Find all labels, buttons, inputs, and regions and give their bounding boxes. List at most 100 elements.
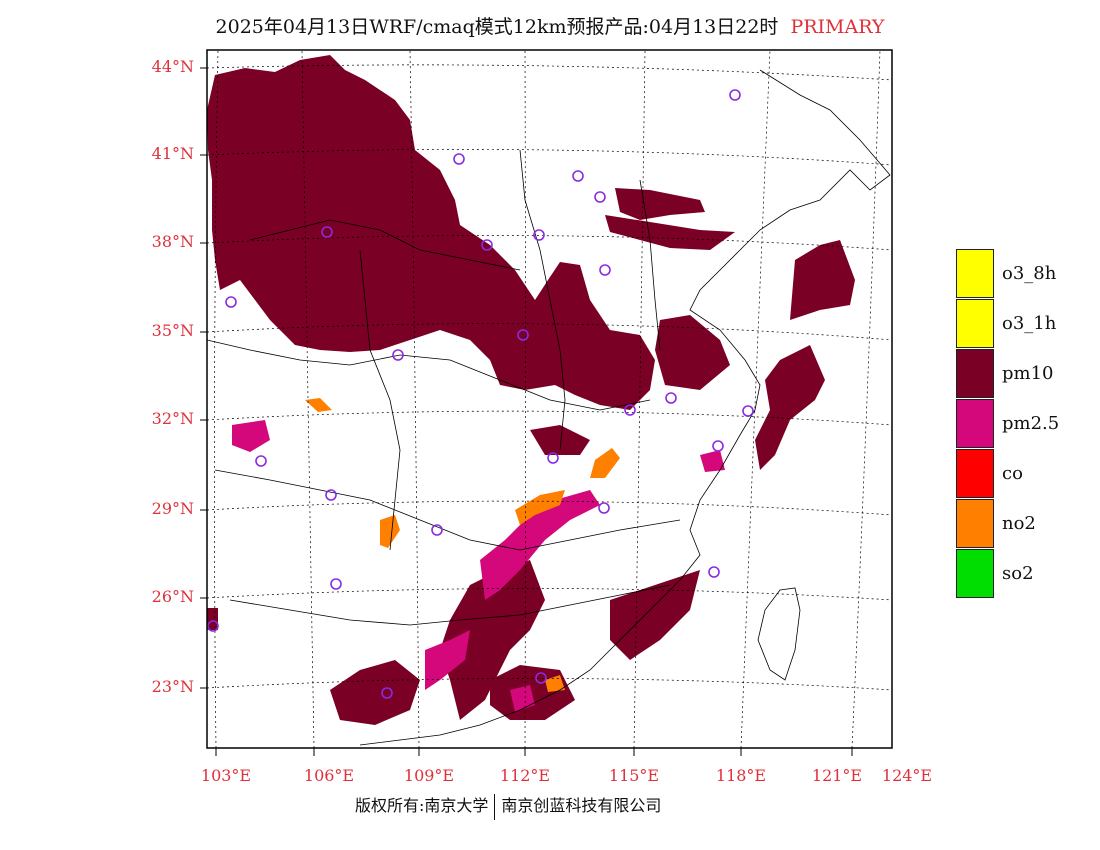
- legend: o3_8h o3_1h pm10 pm2.5 co no2 so2: [956, 249, 1096, 599]
- lat-label-44n: 44°N: [151, 57, 194, 76]
- title-text: 2025年04月13日WRF/cmaq模式12km预报产品:04月13日22时: [215, 16, 779, 38]
- legend-item-co: co: [956, 449, 1096, 499]
- lat-label-23n: 23°N: [151, 677, 194, 696]
- pm10-region-guangdong: [490, 665, 575, 720]
- legend-label: pm10: [1002, 363, 1054, 384]
- no2-region-wuhan: [515, 490, 565, 525]
- border-a: [207, 339, 651, 411]
- legend-label: no2: [1002, 513, 1036, 534]
- pm10-region-guangxi: [330, 660, 420, 725]
- legend-item-pm25: pm2.5: [956, 399, 1096, 449]
- footer-right: 南京创蓝科技有限公司: [501, 796, 662, 815]
- pm25-region-sichuan: [232, 420, 270, 452]
- legend-item-so2: so2: [956, 549, 1096, 599]
- legend-swatch: [956, 349, 994, 398]
- pm10-region-west: [207, 608, 218, 630]
- taiwan-outline: [757, 587, 801, 681]
- station-marker: [708, 566, 720, 578]
- station-marker: [624, 404, 636, 416]
- axis-ticks: [200, 67, 853, 756]
- station-marker: [321, 226, 333, 238]
- legend-label: so2: [1002, 563, 1034, 584]
- station-marker: [453, 153, 465, 165]
- pm10-region-jiangsu: [655, 315, 730, 390]
- footer-separator: [494, 793, 496, 820]
- pm10-region-middle: [530, 425, 590, 455]
- station-marker: [325, 489, 337, 501]
- legend-item-no2: no2: [956, 499, 1096, 549]
- border-e: [359, 249, 401, 551]
- pm25-region-guangdong: [425, 630, 470, 690]
- footer-left: 版权所有:南京大学: [355, 796, 489, 815]
- lon-label-103e: 103°E: [200, 766, 252, 785]
- lon-label-109e: 109°E: [403, 766, 455, 785]
- pm10-region-south: [440, 560, 545, 720]
- map-title: 2025年04月13日WRF/cmaq模式12km预报产品:04月13日22时 P…: [0, 12, 1100, 39]
- station-marker: [572, 170, 584, 182]
- lon-label-115e: 115°E: [608, 766, 660, 785]
- station-marker: [481, 239, 493, 251]
- pm10-region-hebei: [605, 215, 735, 250]
- legend-item-pm10: pm10: [956, 349, 1096, 399]
- pm25-region-anhui: [700, 450, 725, 472]
- border-b: [214, 469, 681, 551]
- station-marker: [535, 672, 547, 684]
- no2-region-hubei: [590, 448, 620, 478]
- legend-label: co: [1002, 463, 1023, 484]
- map-frame: [206, 49, 893, 749]
- station-marker: [255, 455, 267, 467]
- legend-label: pm2.5: [1002, 413, 1060, 434]
- lat-label-32n: 32°N: [151, 409, 194, 428]
- legend-item-o3-1h: o3_1h: [956, 299, 1096, 349]
- lat-label-29n: 29°N: [151, 499, 194, 518]
- station-marker: [392, 349, 404, 361]
- station-marker: [598, 502, 610, 514]
- legend-swatch: [956, 449, 994, 498]
- station-marker: [517, 329, 529, 341]
- lat-label-38n: 38°N: [151, 232, 194, 251]
- no2-region-shaanxi: [305, 398, 332, 412]
- coastline: [359, 69, 891, 746]
- map-layers: [207, 50, 892, 748]
- lon-label-121e: 121°E: [811, 766, 863, 785]
- legend-label: o3_8h: [1002, 263, 1057, 284]
- lon-label-124e: 124°E: [881, 766, 933, 785]
- pm10-regions: [207, 55, 855, 725]
- pm10-region-shandong: [790, 240, 855, 320]
- lon-label-118e: 118°E: [715, 766, 767, 785]
- title-primary-tag: PRIMARY: [790, 16, 885, 38]
- station-marker: [547, 452, 559, 464]
- legend-swatch: [956, 249, 994, 298]
- lat-label-35n: 35°N: [151, 321, 194, 340]
- border-d: [249, 219, 521, 271]
- legend-swatch: [956, 499, 994, 548]
- no2-regions: [305, 398, 620, 692]
- station-markers: [207, 89, 754, 699]
- legend-swatch: [956, 299, 994, 348]
- station-marker: [225, 296, 237, 308]
- border-g: [639, 179, 661, 351]
- station-marker: [742, 405, 754, 417]
- pm10-region-fujian: [610, 570, 700, 660]
- no2-region-guizhou: [380, 515, 400, 548]
- station-marker: [330, 578, 342, 590]
- copyright-footer: 版权所有:南京大学 南京创蓝科技有限公司: [355, 792, 661, 820]
- station-marker: [594, 191, 606, 203]
- station-marker: [712, 440, 724, 452]
- station-marker: [533, 229, 545, 241]
- lat-label-26n: 26°N: [151, 587, 194, 606]
- station-marker: [729, 89, 741, 101]
- pm10-region-north: [207, 55, 655, 410]
- no2-region-guangdong: [545, 675, 565, 692]
- pm10-region-east-band: [615, 188, 705, 220]
- border-c: [229, 584, 671, 626]
- legend-label: o3_1h: [1002, 313, 1057, 334]
- station-marker: [381, 687, 393, 699]
- pm10-region-coast: [755, 345, 825, 470]
- boundaries: [207, 69, 891, 746]
- station-marker: [665, 392, 677, 404]
- station-marker: [431, 524, 443, 536]
- pm25-region-hunan-jiangxi: [480, 490, 600, 600]
- legend-item-o3-8h: o3_8h: [956, 249, 1096, 299]
